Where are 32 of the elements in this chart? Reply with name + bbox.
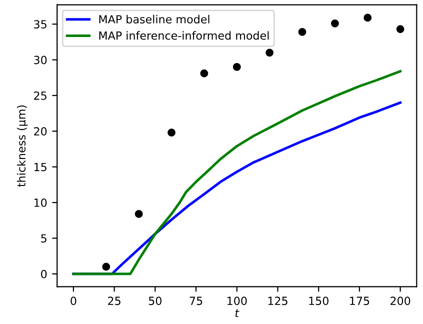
point (134, 210, 143, 218)
point (330, 19, 339, 28)
x-tick-label: 25 (108, 296, 120, 306)
legend-label: MAP inference-informed model (99, 31, 269, 40)
x-tick-label: 175 (350, 296, 370, 306)
x-tick-label: 100 (227, 296, 247, 306)
y-tick-label: 35 (34, 20, 46, 29)
point (396, 25, 404, 34)
point (102, 262, 110, 271)
x-tick-label: 125 (268, 296, 288, 306)
x-tick-label: 200 (390, 296, 410, 306)
point (232, 62, 241, 71)
y-tick-label: 30 (34, 56, 47, 64)
point (298, 28, 306, 36)
legend-label: MAP baseline model (99, 14, 210, 24)
y-tick-label: 25 (34, 91, 46, 100)
point (200, 69, 208, 78)
y-axis-title: thickness (μm) (16, 105, 28, 187)
y-tick-label: 15 (34, 162, 46, 172)
point (266, 48, 274, 57)
x-tick-label: 75 (190, 296, 202, 306)
y-tick-label: 10 (34, 198, 47, 207)
y-tick-label: 20 (34, 127, 47, 136)
x-tick-label: 0 (70, 296, 76, 306)
x-tick-label: 50 (148, 296, 162, 306)
point (364, 14, 372, 22)
line-series (72, 70, 402, 276)
point (168, 128, 176, 137)
x-axis-title: t (235, 309, 240, 318)
x-tick-label: 150 (309, 296, 328, 306)
y-tick-label: 5 (41, 234, 46, 243)
y-tick-label: 0 (41, 270, 47, 278)
